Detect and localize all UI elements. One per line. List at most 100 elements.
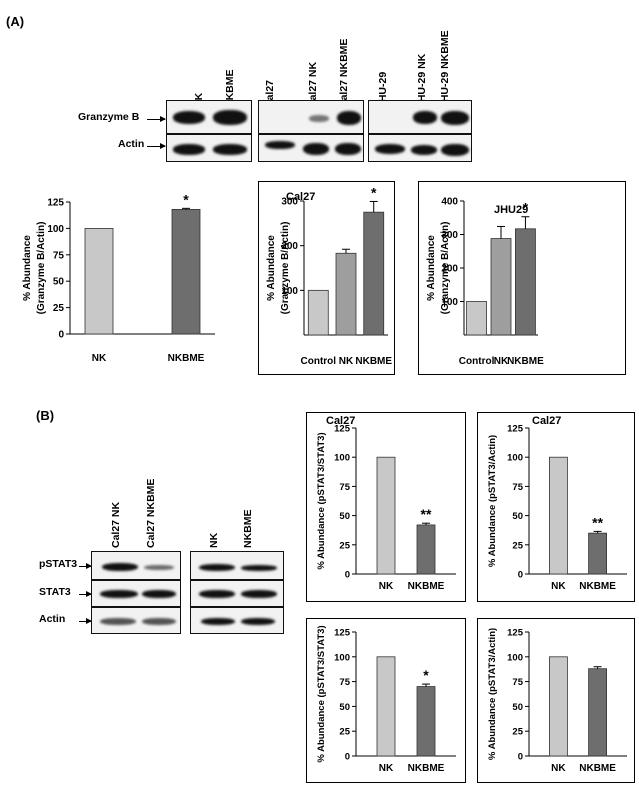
category-label: NK [379,581,394,592]
bar [416,686,436,757]
y-tick-label: 50 [339,702,350,713]
chart-frame [306,618,466,783]
y-tick-label: 400 [441,197,458,208]
category-label: NK [551,581,566,592]
y-tick-label: 75 [339,677,350,688]
y-tick-label: 125 [47,198,64,209]
significance-marker: * [371,184,377,200]
y-tick-label: 125 [507,424,524,435]
chart-frame [477,412,635,602]
blot-row-label: Actin [39,613,66,625]
bar [549,656,568,757]
bar-chart-granzyme-cal27: 100 200 300 % Abundance (Granzyme B/Actin) Ca… [266,184,392,367]
western-blot-stat3-2 [190,580,284,607]
y-tick-label: 300 [281,197,298,208]
blot-row-label: Granzyme B [78,111,140,123]
arrow-icon [147,143,166,149]
bar-chart-pstat3-actin-2: 0 25 50 75 100 125 % Abundance (pSTAT3/Actin) N… [487,628,627,774]
y-axis-label: % Abundance (pSTAT3/STAT3) [316,625,327,762]
y-tick-label: 125 [334,628,351,639]
panel-b-label: (B) [36,408,55,423]
y-tick-label: 50 [512,511,523,522]
category-label: NKBME [355,356,392,367]
bar [363,211,385,336]
bar [515,228,536,336]
y-tick-label: 0 [345,570,350,581]
y-tick-label: 25 [512,540,523,551]
y-axis-label: % Abundance (pSTAT3/Actin) [487,628,498,760]
category-label: NK [379,763,394,774]
y-tick-label: 200 [281,241,298,252]
category-label: NKBME [408,763,445,774]
y-tick-label: 50 [512,702,523,713]
bar [171,208,201,335]
arrow-icon [147,116,166,122]
significance-marker: ** [421,506,432,522]
y-axis-label: % Abundance (pSTAT3/STAT3) [316,432,327,569]
y-tick-label: 25 [339,540,350,551]
chart-frame [258,181,395,375]
y-tick-label: 125 [507,628,524,639]
y-axis-label: % Abundance [22,235,33,301]
y-tick-label: 50 [53,277,65,288]
y-tick-label: 100 [334,453,350,464]
western-blot-granzyme-b-3 [368,100,472,134]
category-label: Control [459,356,495,367]
y-tick-label: 75 [339,482,350,493]
chart-title: JHU29 [494,204,528,216]
category-label: NKBME [579,763,616,774]
y-tick-label: 75 [53,250,65,261]
y-tick-label: 100 [281,286,298,297]
bar [335,252,357,336]
y-axis-label: % Abundance (pSTAT3/Actin) [487,435,498,567]
y-tick-label: 0 [518,752,523,763]
blot-row-label: Actin [118,138,145,150]
bar-chart-granzyme-jhu29: 100 200 300 400 % Abundance (Granzyme B/Actin… [426,197,544,368]
y-tick-label: 0 [58,330,64,341]
western-blot-stat3-1 [91,580,181,607]
category-label: NK [92,353,107,364]
y-tick-label: 75 [512,482,523,493]
bar [588,668,607,757]
category-label: NK [339,356,354,367]
y-tick-label: 100 [334,652,350,663]
panel-a-label: (A) [6,14,25,29]
arrow-icon [79,591,92,597]
lane-label: NKBME [242,509,254,549]
bar [307,289,329,336]
significance-marker: * [183,191,189,207]
category-label: NKBME [408,581,445,592]
category-label: NK [494,356,509,367]
chart-frame [306,412,466,602]
y-tick-label: 100 [441,297,458,308]
western-blot-granzyme-b-1 [166,100,252,134]
bar [376,456,396,575]
lane-label: Cal27 NK [110,501,122,548]
y-tick-label: 0 [345,752,350,763]
lane-label: NK [208,532,220,548]
y-tick-label: 100 [507,453,523,464]
chart-frame [477,618,635,783]
chart-title: Cal27 [286,191,315,203]
y-tick-label: 25 [339,727,350,738]
chart-title: Cal27 [532,415,561,427]
category-label: Control [301,356,337,367]
lane-label: JHU-29 NKBME [439,30,451,108]
y-tick-label: 100 [507,652,523,663]
y-tick-label: 300 [441,230,458,241]
y-tick-label: 25 [53,303,65,314]
blot-row-label: pSTAT3 [39,558,78,570]
bar [490,238,512,336]
category-label: NKBME [507,356,544,367]
chart-frame [418,181,626,375]
bar-chart-granzyme-nk: 0 25 50 75 100 125 % Abundance (Granzyme B/Acti… [22,191,215,364]
y-tick-label: 200 [441,264,458,275]
category-label: NKBME [579,581,616,592]
western-blot-actin-2 [258,134,364,162]
y-axis-label: % Abundance [426,235,437,301]
category-label: NKBME [168,353,205,364]
western-blot-actin-3 [368,134,472,162]
western-blot-actin-1 [166,134,252,162]
lane-label: Cal27 NKBME [338,38,350,108]
significance-marker: * [423,667,429,683]
